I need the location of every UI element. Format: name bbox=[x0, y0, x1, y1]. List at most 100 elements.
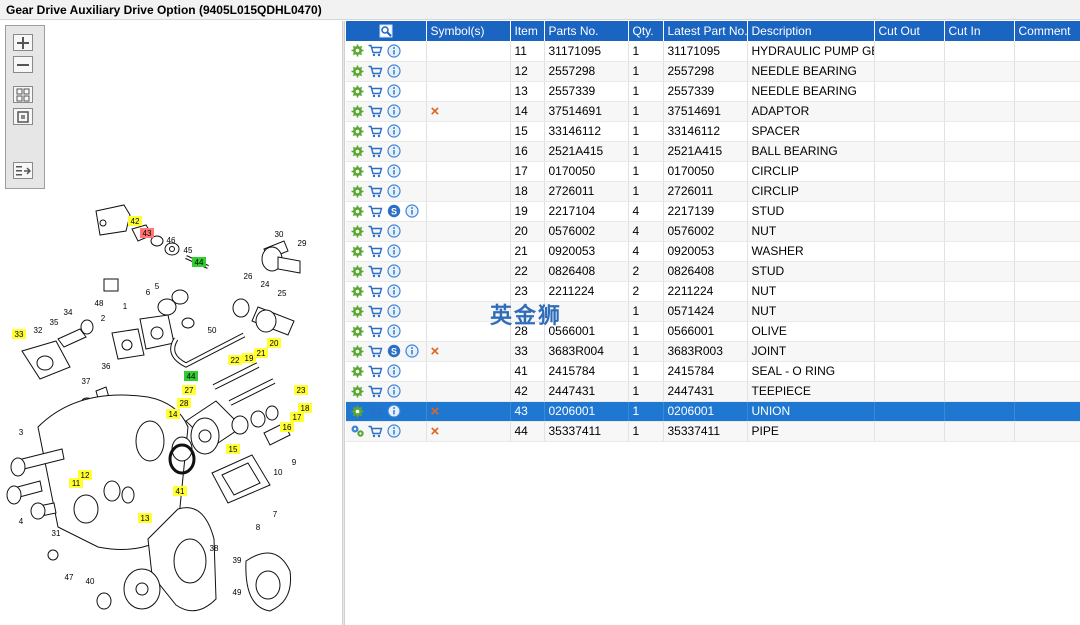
gear-icon[interactable] bbox=[350, 224, 365, 239]
info-icon[interactable] bbox=[386, 124, 401, 139]
cart-icon[interactable] bbox=[368, 284, 383, 299]
gear-icon[interactable] bbox=[350, 324, 365, 339]
info-icon[interactable] bbox=[386, 224, 401, 239]
table-row[interactable]: 28 0566001 1 0566001 OLIVE bbox=[346, 321, 1080, 342]
export-button[interactable] bbox=[13, 162, 33, 179]
gear-icon[interactable] bbox=[350, 124, 365, 139]
table-row[interactable]: 18 2726011 1 2726011 CIRCLIP bbox=[346, 181, 1080, 202]
multi-gear-icon[interactable] bbox=[350, 424, 365, 439]
info-icon[interactable] bbox=[386, 364, 401, 379]
info-icon[interactable] bbox=[386, 144, 401, 159]
cart-icon[interactable] bbox=[368, 244, 383, 259]
table-row[interactable]: 20 0576002 4 0576002 NUT bbox=[346, 221, 1080, 242]
gear-icon[interactable] bbox=[350, 64, 365, 79]
info-icon[interactable] bbox=[386, 184, 401, 199]
fit-all-button[interactable] bbox=[13, 86, 33, 103]
info-icon[interactable] bbox=[386, 164, 401, 179]
gear-icon[interactable] bbox=[350, 344, 365, 359]
column-header-cut-in[interactable]: Cut In bbox=[944, 21, 1015, 41]
cart-icon[interactable] bbox=[368, 304, 383, 319]
column-header-cut-out[interactable]: Cut Out bbox=[874, 21, 945, 41]
cart-icon[interactable] bbox=[368, 43, 383, 58]
cart-icon[interactable] bbox=[368, 364, 383, 379]
info-icon[interactable] bbox=[386, 64, 401, 79]
info-icon[interactable] bbox=[386, 384, 401, 399]
cart-icon[interactable] bbox=[368, 384, 383, 399]
cart-icon[interactable] bbox=[368, 144, 383, 159]
cart-icon[interactable] bbox=[368, 264, 383, 279]
table-row[interactable]: 13 2557339 1 2557339 NEEDLE BEARING bbox=[346, 81, 1080, 102]
table-row[interactable]: 12 2557298 1 2557298 NEEDLE BEARING bbox=[346, 61, 1080, 82]
table-row[interactable]: S × 33 3683R004 1 3683R003 JOINT bbox=[346, 341, 1080, 362]
gear-icon[interactable] bbox=[350, 244, 365, 259]
zoom-in-button[interactable] bbox=[13, 34, 33, 51]
gear-icon[interactable] bbox=[350, 364, 365, 379]
info-icon[interactable] bbox=[404, 344, 419, 359]
cart-icon[interactable] bbox=[368, 164, 383, 179]
plus-icon bbox=[17, 36, 29, 49]
cart-icon[interactable] bbox=[368, 184, 383, 199]
column-header-tools[interactable] bbox=[346, 21, 427, 41]
table-row[interactable]: 23 2211224 2 2211224 NUT bbox=[346, 281, 1080, 302]
info-icon[interactable] bbox=[386, 84, 401, 99]
info-icon[interactable] bbox=[386, 244, 401, 259]
table-row[interactable]: × 44 35337411 1 35337411 PIPE bbox=[346, 421, 1080, 442]
cart-icon[interactable] bbox=[368, 344, 383, 359]
cart-icon[interactable] bbox=[368, 124, 383, 139]
table-row[interactable]: × 14 37514691 1 37514691 ADAPTOR bbox=[346, 101, 1080, 122]
gear-icon[interactable] bbox=[350, 264, 365, 279]
supersession-icon[interactable]: S bbox=[386, 204, 401, 219]
table-row[interactable]: × 43 0206001 1 0206001 UNION bbox=[346, 401, 1080, 422]
column-header-latest-part-no[interactable]: Latest Part No. bbox=[663, 21, 748, 41]
supersession-icon[interactable]: S bbox=[386, 344, 401, 359]
column-header-comment[interactable]: Comment bbox=[1014, 21, 1080, 41]
column-header-symbols[interactable]: Symbol(s) bbox=[426, 21, 511, 41]
gear-icon[interactable] bbox=[350, 204, 365, 219]
cart-icon[interactable] bbox=[368, 404, 383, 419]
gear-icon[interactable] bbox=[350, 284, 365, 299]
table-row[interactable]: 22 0826408 2 0826408 STUD bbox=[346, 261, 1080, 282]
info-icon[interactable] bbox=[386, 284, 401, 299]
fit-page-button[interactable] bbox=[13, 108, 33, 125]
column-header-item[interactable]: Item bbox=[510, 21, 545, 41]
zoom-out-button[interactable] bbox=[13, 56, 33, 73]
table-row[interactable]: 17 0170050 1 0170050 CIRCLIP bbox=[346, 161, 1080, 182]
gear-icon[interactable] bbox=[350, 84, 365, 99]
gear-icon[interactable] bbox=[350, 304, 365, 319]
cart-icon[interactable] bbox=[368, 64, 383, 79]
gear-icon[interactable] bbox=[350, 144, 365, 159]
cart-icon[interactable] bbox=[368, 204, 383, 219]
gear-icon[interactable] bbox=[350, 43, 365, 58]
row-cut-in bbox=[944, 201, 1015, 222]
table-row[interactable]: 21 0920053 4 0920053 WASHER bbox=[346, 241, 1080, 262]
table-row[interactable]: 16 2521A415 1 2521A415 BALL BEARING bbox=[346, 141, 1080, 162]
table-row[interactable]: S 19 2217104 4 2217139 STUD bbox=[346, 201, 1080, 222]
info-icon[interactable] bbox=[386, 43, 401, 58]
gear-icon[interactable] bbox=[350, 404, 365, 419]
pane-splitter[interactable] bbox=[342, 21, 345, 625]
info-icon[interactable] bbox=[386, 324, 401, 339]
info-icon[interactable] bbox=[386, 264, 401, 279]
info-icon[interactable] bbox=[386, 304, 401, 319]
column-header-parts-no[interactable]: Parts No. bbox=[544, 21, 629, 41]
gear-icon[interactable] bbox=[350, 384, 365, 399]
info-icon[interactable] bbox=[386, 104, 401, 119]
column-header-qty[interactable]: Qty. bbox=[628, 21, 664, 41]
info-icon[interactable] bbox=[404, 204, 419, 219]
gear-icon[interactable] bbox=[350, 184, 365, 199]
table-row[interactable]: 15 33146112 1 33146112 SPACER bbox=[346, 121, 1080, 142]
info-icon[interactable] bbox=[386, 424, 401, 439]
gear-icon[interactable] bbox=[350, 164, 365, 179]
cart-icon[interactable] bbox=[368, 224, 383, 239]
info-icon[interactable] bbox=[386, 404, 401, 419]
column-header-description[interactable]: Description bbox=[747, 21, 875, 41]
cart-icon[interactable] bbox=[368, 104, 383, 119]
table-row[interactable]: 41 2415784 1 2415784 SEAL - O RING bbox=[346, 361, 1080, 382]
table-row[interactable]: 1 0571424 NUT bbox=[346, 301, 1080, 322]
cart-icon[interactable] bbox=[368, 424, 383, 439]
gear-icon[interactable] bbox=[350, 104, 365, 119]
table-row[interactable]: 42 2447431 1 2447431 TEEPIECE bbox=[346, 381, 1080, 402]
cart-icon[interactable] bbox=[368, 84, 383, 99]
cart-icon[interactable] bbox=[368, 324, 383, 339]
